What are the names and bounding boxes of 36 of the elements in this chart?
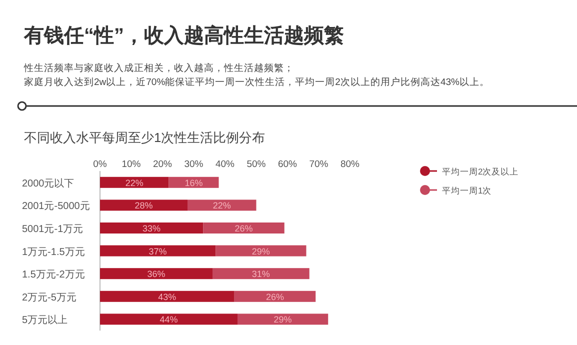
xtick: 10% (122, 159, 141, 170)
xtick: 80% (340, 159, 360, 170)
annotation: 性生活频率与家庭收入成正相关，收入越高，性生活越频繁； (24, 63, 294, 74)
data-label: 44% (160, 314, 178, 325)
xtick: 30% (184, 159, 204, 170)
title: 有钱任“性”，收入越高性生活越频繁 (24, 25, 344, 47)
data-label: 31% (252, 269, 270, 280)
subtitle: 不同收入水平每周至少1次性生活比例分布 (24, 130, 266, 145)
data-label: 28% (134, 200, 153, 211)
annotation: 家庭月收入达到2w以上，近70%能保证平均一周一次性生活，平均一周2次以上的用户比例高达43%以上。 (24, 77, 490, 88)
legend-label: 平均一周1次 (442, 186, 492, 196)
data-label: 16% (184, 178, 203, 188)
xtick: 40% (216, 159, 234, 170)
ytick: 5001元-1万元 (22, 224, 84, 235)
data-label: 26% (266, 292, 284, 302)
xtick: 50% (246, 159, 266, 170)
xtick: 20% (153, 159, 172, 170)
data-label: 22% (212, 200, 231, 211)
xtick: 70% (309, 159, 328, 170)
ytick: 5万元以上 (22, 315, 68, 326)
data-label: 33% (142, 224, 161, 234)
data-label: 22% (125, 178, 144, 188)
data-label: 43% (158, 292, 176, 302)
ytick: 1万元-1.5万元 (22, 246, 85, 258)
data-label: 26% (234, 224, 253, 234)
legend-label: 平均一周2次及以上 (442, 166, 519, 176)
data-label: 37% (148, 246, 167, 256)
data-label: 29% (252, 246, 270, 256)
ytick: 2万元-5万元 (22, 292, 76, 304)
xtick: 60% (278, 159, 297, 170)
ytick: 2001元-5000元 (22, 201, 90, 212)
xtick: 0% (93, 159, 107, 170)
data-label: 29% (274, 314, 292, 325)
ytick: 1.5万元-2万元 (22, 270, 85, 281)
data-label: 36% (147, 269, 166, 280)
ytick: 2000元以下 (22, 178, 74, 190)
